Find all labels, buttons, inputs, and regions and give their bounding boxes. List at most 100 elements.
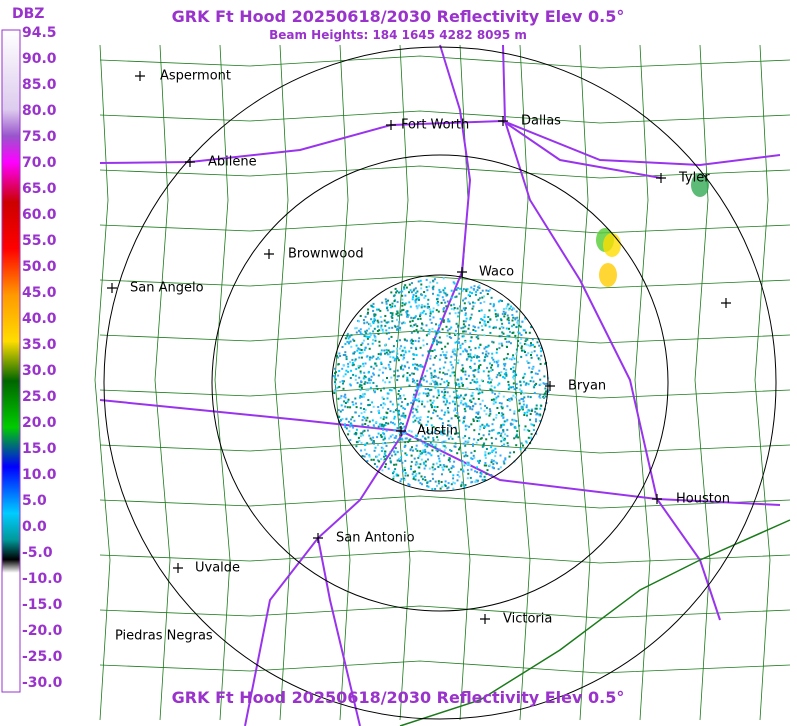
echo-pixel [450, 304, 453, 307]
echo-pixel [416, 449, 419, 452]
echo-pixel [473, 380, 476, 383]
echo-pixel [425, 453, 428, 456]
echo-pixel [443, 388, 446, 391]
echo-pixel [478, 284, 481, 287]
echo-pixel [445, 465, 448, 468]
legend-label: 65.0 [22, 181, 57, 197]
echo-pixel [373, 426, 376, 429]
county-line [394, 44, 411, 721]
echo-pixel [414, 474, 417, 477]
echo-pixel [427, 420, 429, 423]
echo-pixel [388, 353, 391, 356]
echo-pixel [385, 349, 388, 351]
echo-pixel [449, 449, 451, 451]
echo-pixel [396, 312, 399, 314]
echo-pixel [453, 460, 456, 463]
echo-pixel [456, 474, 459, 476]
echo-pixel [483, 426, 486, 428]
echo-pixel [439, 354, 442, 357]
echo-pixel [432, 307, 435, 310]
echo-pixel [367, 424, 370, 427]
echo-pixel [361, 342, 364, 345]
echo-pixel [426, 445, 429, 448]
echo-pixel [437, 341, 440, 344]
echo-pixel [501, 436, 504, 439]
echo-pixel [491, 429, 494, 432]
echo-pixel [388, 327, 391, 329]
city-marker [107, 283, 117, 293]
echo-pixel [464, 340, 467, 343]
echo-pixel [391, 305, 394, 308]
echo-pixel [363, 455, 366, 458]
echo-pixel [539, 420, 542, 422]
echo-pixel [359, 370, 362, 373]
echo-pixel [415, 328, 418, 331]
echo-pixel [476, 289, 479, 292]
echo-pixel [355, 368, 358, 371]
echo-pixel [417, 386, 420, 389]
echo-pixel [377, 356, 380, 359]
echo-pixel [530, 351, 533, 354]
range-rings [103, 46, 777, 720]
echo-pixel [448, 328, 451, 331]
echo-pixel [450, 355, 453, 358]
echo-pixel [396, 347, 398, 350]
echo-pixel [385, 444, 388, 447]
echo-pixel [467, 294, 470, 297]
echo-pixel [490, 474, 493, 476]
echo-pixel [519, 325, 522, 328]
echo-pixel [423, 467, 426, 470]
echo-pixel [517, 322, 520, 325]
echo-pixel [395, 291, 398, 294]
echo-pixel [478, 392, 481, 394]
echo-pixel [476, 356, 479, 359]
echo-pixel [523, 396, 526, 399]
echo-pixel [519, 342, 522, 345]
echo-pixel [386, 309, 389, 312]
echo-pixel [442, 366, 445, 369]
echo-pixel [400, 354, 403, 357]
echo-pixel [503, 358, 506, 361]
echo-pixel [404, 431, 407, 434]
echo-pixel [379, 353, 382, 356]
echo-pixel [534, 410, 537, 413]
echo-pixel [494, 455, 497, 458]
echo-pixel [377, 325, 379, 328]
echo-pixel [469, 476, 472, 479]
echo-pixel [448, 430, 451, 433]
echo-pixel [427, 350, 430, 353]
echo-pixel [431, 379, 434, 382]
echo-pixel [477, 411, 480, 414]
echo-pixel [426, 485, 429, 488]
echo-pixel [449, 424, 452, 427]
echo-pixel [461, 452, 464, 454]
echo-pixel [485, 438, 488, 441]
echo-pixel [454, 349, 457, 352]
legend-label: -25.0 [22, 649, 63, 665]
echo-pixel [403, 353, 406, 356]
echo-pixel [433, 278, 436, 281]
legend-label: 15.0 [22, 441, 57, 457]
echo-pixel [434, 386, 437, 389]
echo-pixel [415, 461, 418, 464]
echo-pixel [373, 391, 376, 394]
echo-pixel [512, 307, 515, 310]
echo-pixel [539, 413, 542, 416]
echo-pixel [391, 433, 394, 436]
echo-pixel [427, 429, 430, 432]
echo-pixel [456, 479, 459, 482]
echo-pixel [505, 307, 508, 310]
echo-pixel [385, 351, 388, 354]
echo-pixel [387, 408, 390, 410]
echo-pixel [407, 483, 410, 486]
echo-pixel [377, 406, 380, 408]
echo-pixel [421, 442, 424, 445]
echo-pixel [464, 297, 467, 300]
echo-pixel [445, 294, 448, 297]
echo-pixel [398, 321, 401, 324]
echo-pixel [404, 452, 407, 455]
echo-pixel [479, 321, 481, 324]
echo-pixel [428, 452, 431, 455]
echo-pixel [414, 339, 417, 342]
echo-pixel [397, 397, 400, 400]
